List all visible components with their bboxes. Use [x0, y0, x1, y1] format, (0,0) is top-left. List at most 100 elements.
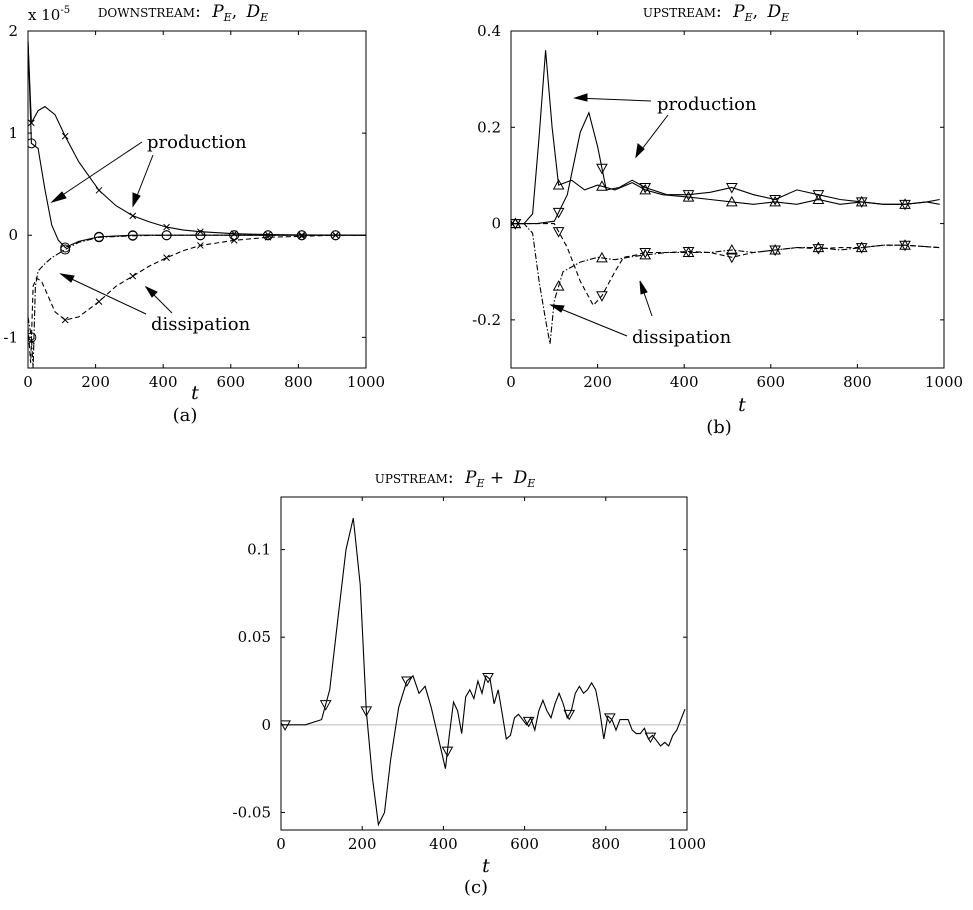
triangle-down-marker	[360, 706, 373, 717]
circle-marker	[195, 230, 206, 241]
series-0	[281, 517, 686, 827]
arrow-head	[635, 143, 645, 159]
series-0	[511, 50, 940, 229]
x-marker	[264, 231, 272, 238]
triangle-down-marker	[725, 182, 738, 194]
x-tick-label: 1000	[347, 373, 385, 391]
panel-c-frame	[280, 496, 688, 831]
x-marker	[298, 232, 306, 240]
x-marker	[95, 298, 103, 305]
x-marker	[197, 242, 204, 249]
x-marker	[163, 223, 170, 231]
arrow-head	[144, 285, 158, 298]
panel-a-xlabel: t	[191, 382, 199, 404]
y-tick-label: 0.4	[477, 22, 501, 40]
y-tick-label: 0	[491, 215, 501, 233]
panel-a-exponent: x 10-5	[28, 5, 70, 24]
triangle-up-marker	[812, 193, 825, 204]
arrow-head	[549, 304, 565, 313]
triangle-down-marker	[563, 709, 576, 721]
triangle-down-marker	[596, 291, 608, 302]
series-line	[28, 234, 366, 368]
triangle-down-marker	[855, 243, 868, 254]
panel-c: upstream: PE + DE 0 200 400 600 800 1000 -0.05…	[233, 468, 707, 898]
triangle-down-marker	[552, 227, 565, 238]
circle-marker	[296, 230, 307, 241]
triangle-up-marker	[725, 195, 738, 207]
series-line	[511, 223, 940, 307]
x-tick-label: 600	[756, 373, 785, 391]
panel-b-arrows	[549, 93, 669, 337]
x-tick-label: 400	[429, 835, 458, 853]
triangle-down-marker	[604, 713, 616, 724]
x-marker	[230, 236, 238, 244]
x-marker	[197, 228, 204, 236]
triangle-down-marker	[639, 182, 652, 194]
circle-marker	[28, 138, 37, 149]
circle-marker	[93, 232, 104, 243]
triangle-down-marker	[319, 700, 332, 711]
x-tick-label: 0	[506, 373, 516, 391]
triangle-up-marker	[596, 251, 608, 263]
x-tick-label: 400	[670, 373, 699, 391]
annotation-production: production	[147, 132, 247, 153]
annotation-dissipation: dissipation	[632, 327, 732, 348]
triangle-down-marker	[812, 244, 825, 255]
series-1	[511, 111, 940, 230]
annotation-dissipation: dissipation	[151, 314, 251, 335]
y-tick-label: -1	[3, 328, 18, 346]
triangle-down-marker	[899, 240, 911, 252]
x-tick-label: 600	[216, 373, 245, 391]
x-marker	[28, 337, 35, 345]
arrow-head	[59, 273, 75, 283]
circle-marker	[161, 230, 172, 241]
panel-a-ticks: 0 200 400 600 800 1000 -1 0 1 2	[3, 22, 385, 391]
panel-b-series	[511, 50, 940, 344]
y-tick-label: 2	[8, 22, 18, 40]
panel-b: upstream: PE, DE 0 200 400 600 800 1000-0.200…	[472, 2, 963, 438]
triangle-down-marker	[482, 673, 494, 684]
arrow-head	[50, 191, 67, 204]
arrow-head	[573, 93, 588, 102]
triangle-down-marker	[596, 163, 608, 175]
panel-b-xlabel: t	[738, 394, 746, 416]
series-2	[28, 230, 366, 368]
panel-b-ticks: 0 200 400 600 800 1000 -0.2 0 0.2 0.4	[472, 22, 963, 391]
x-marker	[61, 316, 69, 324]
x-tick-label: 800	[284, 373, 313, 391]
arrow-line	[550, 304, 628, 337]
series-3	[511, 219, 940, 307]
triangle-down-marker	[511, 219, 522, 230]
panel-c-title: upstream: PE + DE	[375, 468, 536, 490]
series-line	[511, 223, 940, 344]
x-tick-label: 1000	[925, 373, 963, 391]
arrow-head	[639, 280, 648, 295]
x-tick-label: 400	[149, 373, 178, 391]
panel-c-ticks: 0 200 400 600 800 1000 -0.05 0 0.05 0.1	[233, 497, 706, 853]
series-line	[281, 517, 686, 827]
panel-c-label: (c)	[464, 877, 488, 898]
y-tick-label: 1	[8, 124, 18, 142]
x-marker	[61, 132, 69, 140]
panel-a: downstream: PE, DE x 10-5 0 200 400 600 800 1…	[3, 2, 385, 426]
arrow-line	[51, 141, 143, 203]
triangle-up-marker	[639, 248, 652, 260]
y-tick-label: 0	[261, 716, 271, 734]
series-2	[511, 217, 940, 344]
triangle-up-marker	[596, 180, 608, 191]
triangle-down-marker	[855, 197, 868, 208]
triangle-down-marker	[812, 190, 825, 201]
x-marker	[95, 186, 103, 194]
x-tick-label: 200	[81, 373, 110, 391]
circle-marker	[127, 230, 138, 241]
x-tick-label: 200	[583, 373, 612, 391]
triangle-up-marker	[552, 179, 565, 190]
y-tick-label: -0.05	[233, 803, 271, 821]
panel-c-xlabel: t	[482, 855, 490, 877]
series-3	[28, 231, 366, 363]
triangle-up-marker	[725, 244, 738, 255]
triangle-down-marker	[552, 207, 565, 219]
panel-a-frame	[27, 30, 367, 369]
annotation-production: production	[657, 94, 757, 115]
